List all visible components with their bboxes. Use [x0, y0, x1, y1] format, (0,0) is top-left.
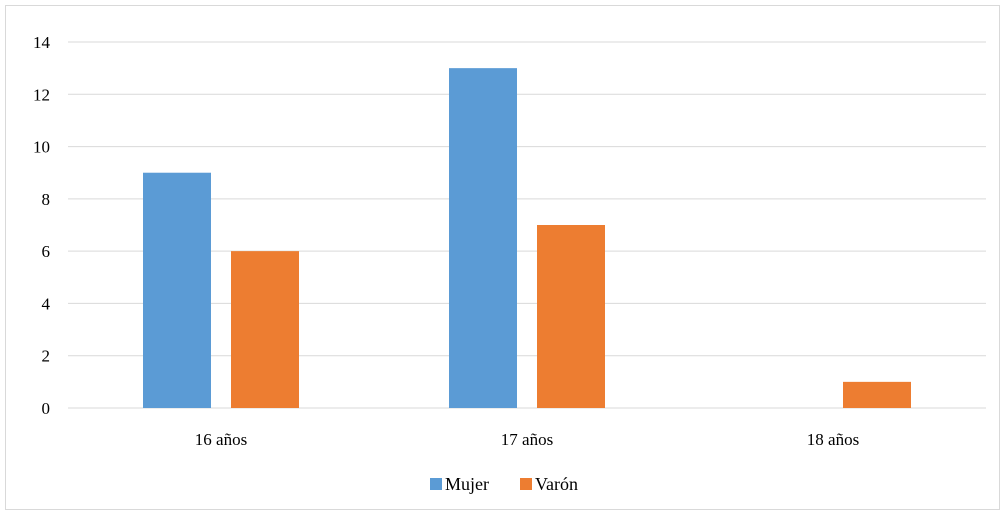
y-tick-label: 14 — [33, 33, 51, 52]
bar-varón-2 — [537, 225, 605, 408]
y-tick-label: 10 — [33, 138, 50, 157]
x-tick-label: 17 años — [501, 430, 553, 449]
x-tick-label: 16 años — [195, 430, 247, 449]
bar-mujer-1 — [143, 172, 211, 408]
x-tick-label: 18 años — [807, 430, 859, 449]
bar-mujer-2 — [449, 68, 517, 409]
legend-label-mujer: Mujer — [445, 474, 489, 494]
legend-swatch-varón — [520, 478, 532, 490]
bar-varón-1 — [231, 251, 299, 408]
y-tick-label: 4 — [42, 294, 51, 313]
legend: Mujer Varón — [430, 474, 578, 494]
x-axis-tick-labels: 16 años 17 años 18 años — [195, 430, 859, 449]
bar-varón-3 — [843, 381, 911, 408]
gridlines — [68, 41, 986, 409]
y-tick-label: 8 — [42, 190, 51, 209]
bars — [143, 68, 911, 409]
y-tick-label: 12 — [33, 85, 50, 104]
y-tick-label: 2 — [42, 347, 51, 366]
y-tick-label: 6 — [42, 242, 51, 261]
y-axis-tick-labels: 0 2 4 6 8 10 12 14 — [33, 33, 51, 418]
legend-label-varón: Varón — [535, 474, 578, 494]
y-tick-label: 0 — [42, 399, 51, 418]
legend-swatch-mujer — [430, 478, 442, 490]
